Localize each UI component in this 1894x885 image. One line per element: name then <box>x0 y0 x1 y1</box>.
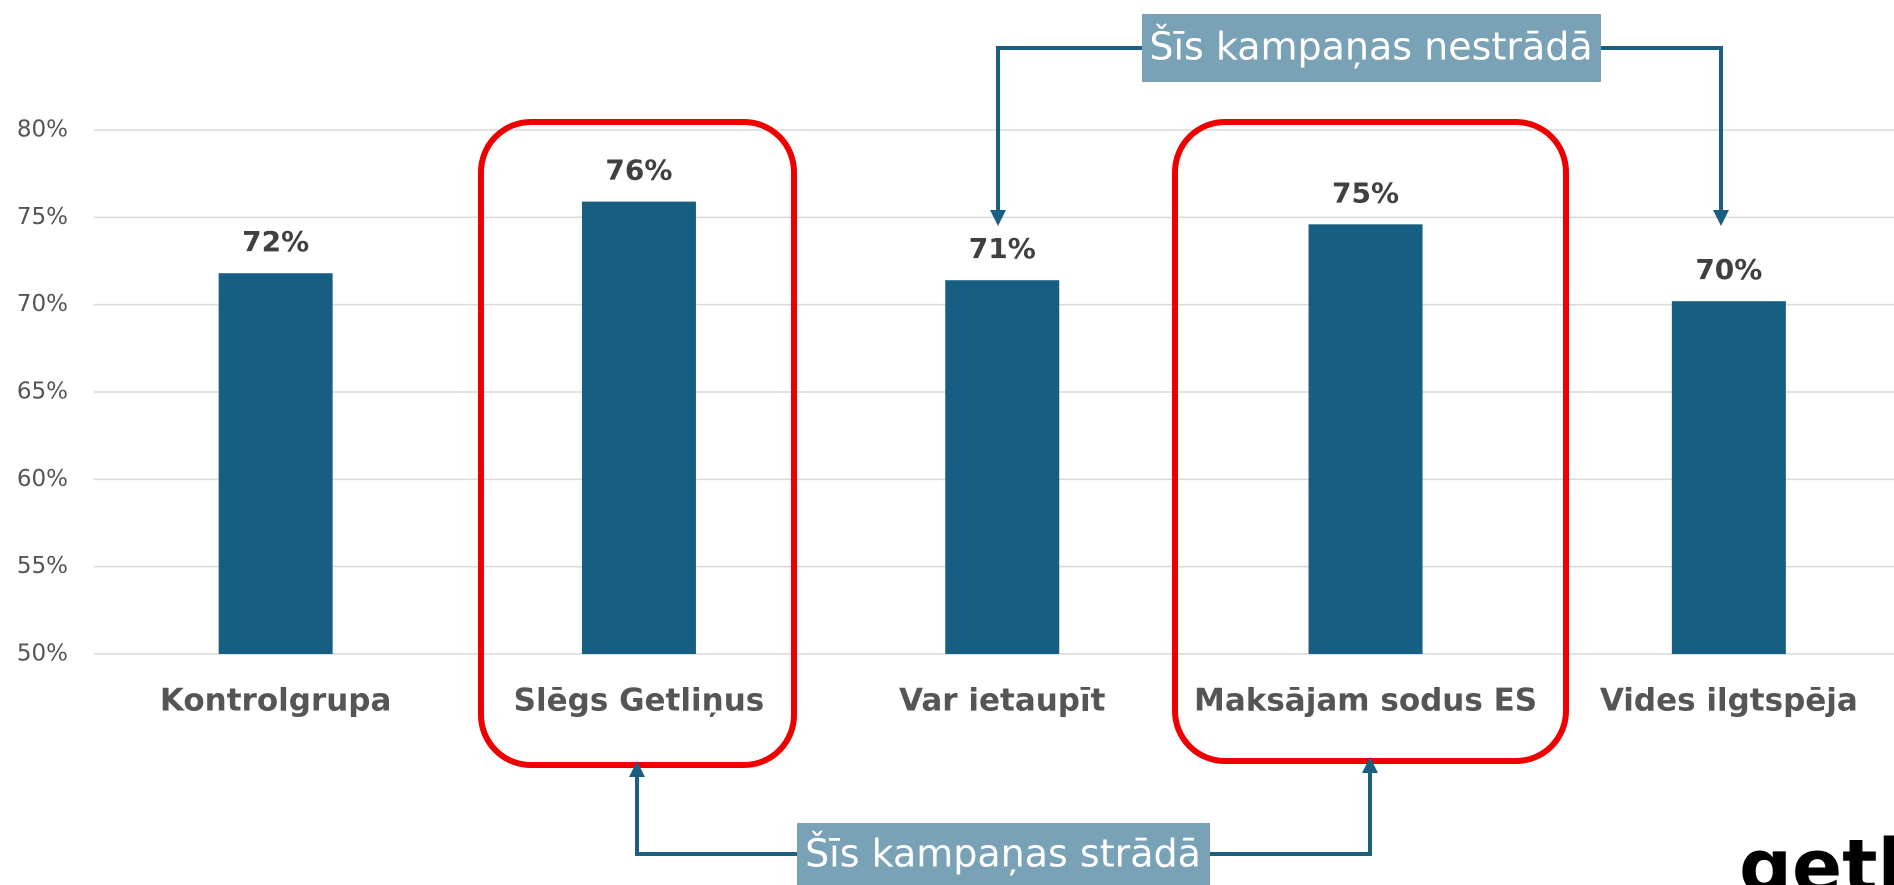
y-tick-label: 75% <box>17 204 68 230</box>
data-label: 71% <box>969 232 1036 265</box>
connector <box>1210 757 1378 856</box>
y-tick-label: 65% <box>17 379 68 405</box>
bar <box>945 280 1060 654</box>
bar <box>218 273 333 654</box>
connector <box>990 46 1142 226</box>
bar <box>1671 301 1786 654</box>
data-label: 70% <box>1695 253 1762 286</box>
logo: getli <box>1739 824 1894 885</box>
y-tick-label: 80% <box>17 117 68 143</box>
annotation-box <box>1142 14 1601 82</box>
y-tick-label: 50% <box>17 641 68 667</box>
y-tick-label: 55% <box>17 553 68 579</box>
annotation-box <box>797 823 1210 885</box>
annotation: Šīs kampaņas nestrādā <box>1149 25 1592 69</box>
bar <box>1308 224 1423 654</box>
data-label: 72% <box>242 225 309 258</box>
x-tick-label: Slēgs Getliņus <box>514 683 765 719</box>
x-tick-label: Vides ilgtspēja <box>1600 683 1858 719</box>
y-tick-label: 60% <box>17 466 68 492</box>
x-tick-label: Kontrolgrupa <box>160 683 392 719</box>
plot-area: 50% 55% 60% 65% 70% 75% 80% Kontrolgrupa 72% Slēg… <box>17 117 1894 719</box>
y-tick-label: 70% <box>17 291 68 317</box>
annotation: Šīs kampaņas strādā <box>805 832 1201 876</box>
x-tick-label: Maksājam sodus ES <box>1194 683 1537 719</box>
bar <box>581 201 696 654</box>
connector <box>1601 46 1729 226</box>
data-label: 75% <box>1332 176 1399 209</box>
data-label: 76% <box>605 154 672 187</box>
x-tick-label: Var ietaupīt <box>899 683 1106 719</box>
connector <box>629 761 797 856</box>
